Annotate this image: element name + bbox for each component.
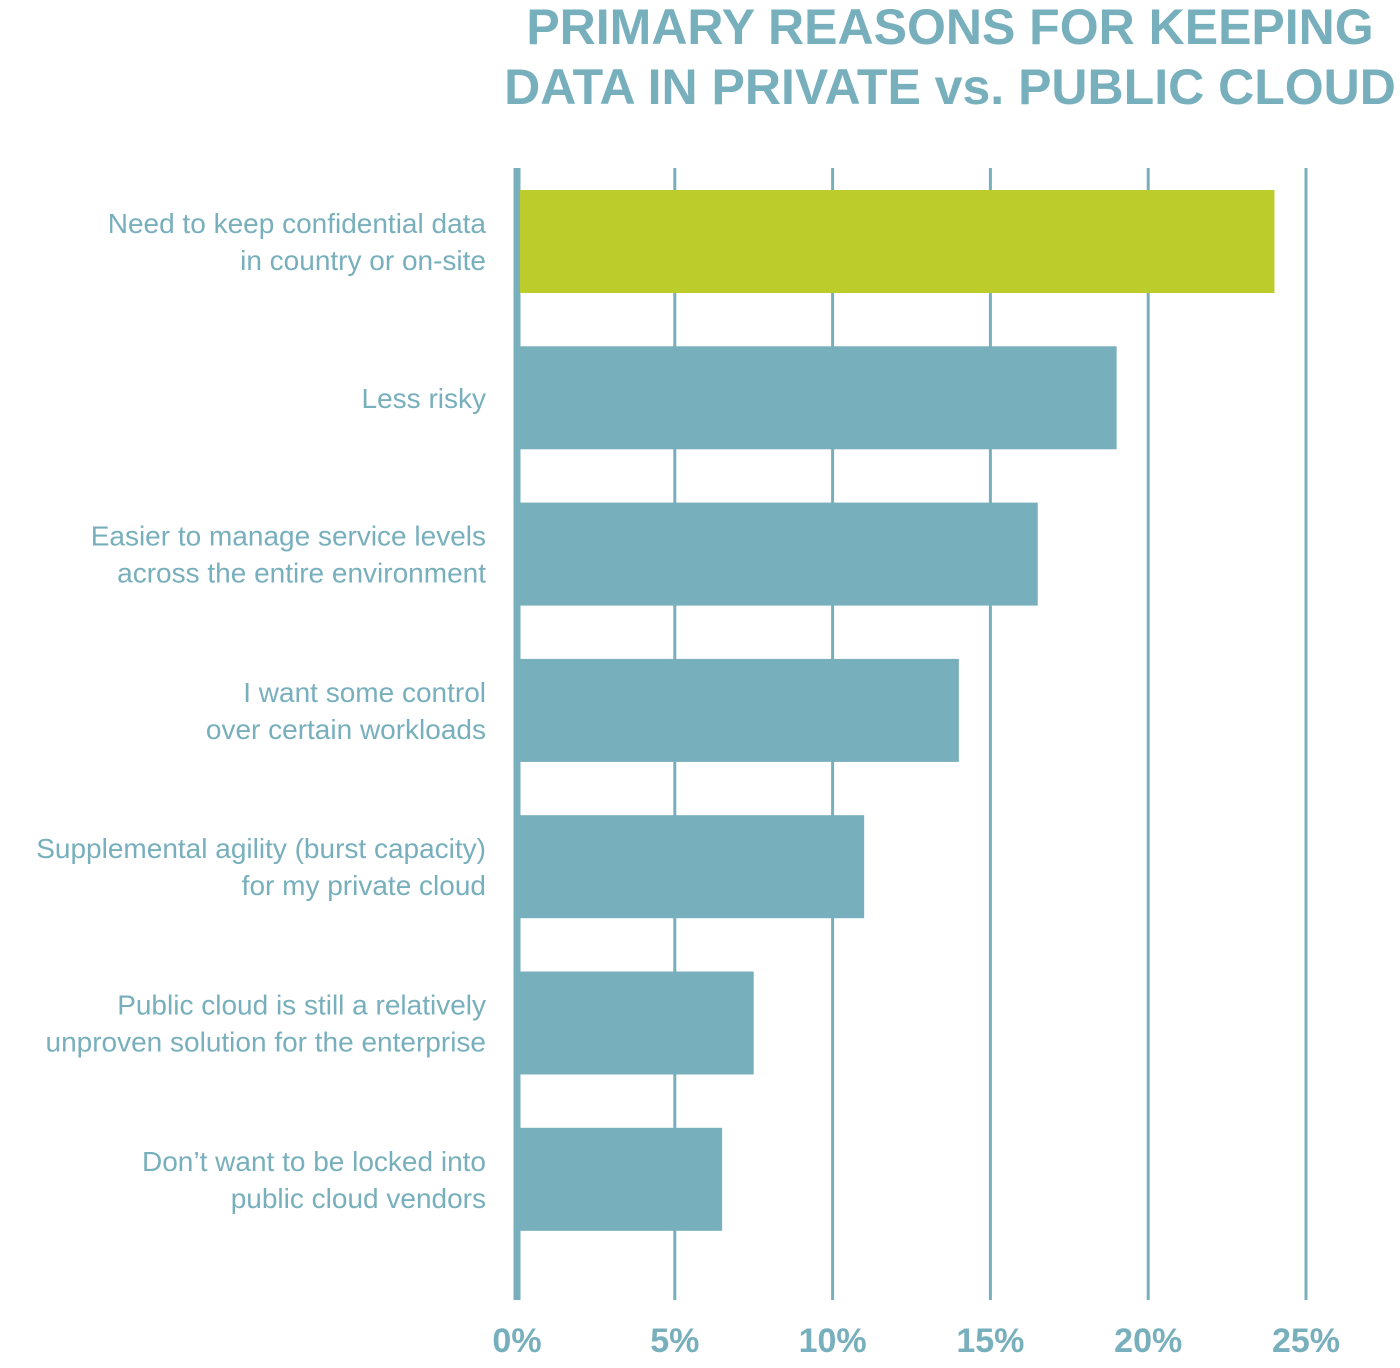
category-label-line: Public cloud is still a relatively [117, 990, 486, 1021]
category-label-line: across the entire environment [117, 558, 486, 589]
bars [520, 190, 1275, 1231]
x-tick-label: 0% [492, 1322, 541, 1360]
category-label-line: unproven solution for the enterprise [46, 1027, 487, 1058]
category-label: Less risky [362, 383, 486, 414]
x-tick-label: 15% [956, 1322, 1024, 1360]
chart-title-line-2: DATA IN PRIVATE vs. PUBLIC CLOUD [504, 59, 1396, 115]
x-tick-label: 20% [1114, 1322, 1182, 1360]
bar [520, 346, 1117, 450]
category-label-line: Supplemental agility (burst capacity) [36, 833, 486, 864]
x-tick-label: 10% [799, 1322, 867, 1360]
chart-title-line-1: PRIMARY REASONS FOR KEEPING [526, 0, 1373, 55]
category-label-line: in country or on-site [240, 245, 486, 276]
category-labels: Need to keep confidential data in country… [36, 208, 486, 1214]
category-label: I want some control over certain workload… [206, 677, 486, 745]
category-label: Need to keep confidential data in country… [108, 208, 487, 276]
chart-title: PRIMARY REASONS FOR KEEPING DATA IN PRIV… [504, 0, 1396, 115]
category-label: Don’t want to be locked into public cloud… [142, 1146, 486, 1214]
category-label: Public cloud is still a relatively unprov… [46, 990, 487, 1058]
bar [520, 658, 959, 762]
bar [520, 815, 865, 919]
category-label-line: Less risky [362, 383, 486, 414]
x-axis-tick-labels: 0% 5% 10% 15% 20% 25% [492, 1322, 1340, 1360]
category-label: Easier to manage service levels across th… [91, 521, 487, 589]
category-label-line: Don’t want to be locked into [142, 1146, 486, 1177]
bar [520, 502, 1038, 606]
category-label-line: public cloud vendors [231, 1183, 486, 1214]
category-label-line: Need to keep confidential data [108, 208, 487, 239]
category-label-line: for my private cloud [242, 870, 486, 901]
category-label: Supplemental agility (burst capacity) for… [36, 833, 486, 901]
category-label-line: I want some control [243, 677, 486, 708]
category-label-line: Easier to manage service levels [91, 521, 486, 552]
x-tick-label: 5% [650, 1322, 699, 1360]
bar [520, 190, 1275, 293]
x-tick-label: 25% [1272, 1322, 1340, 1360]
category-label-line: over certain workloads [206, 714, 486, 745]
bar [520, 1127, 723, 1231]
bar [520, 971, 754, 1075]
